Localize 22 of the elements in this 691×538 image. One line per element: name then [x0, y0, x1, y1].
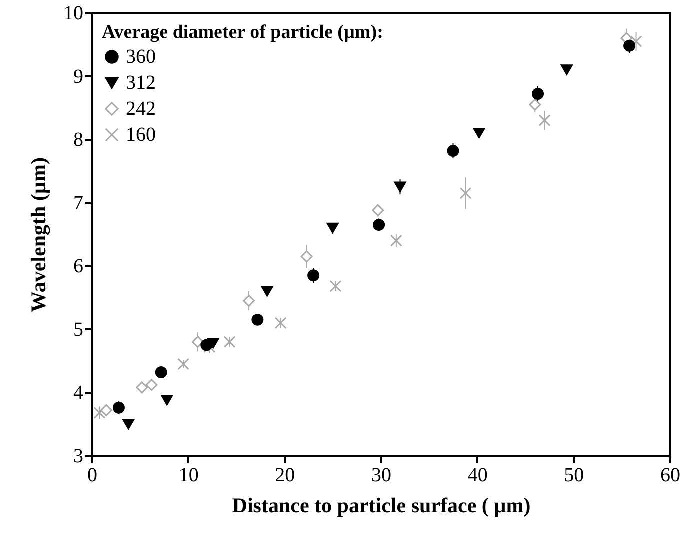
x-tick-label: 50 [564, 464, 584, 486]
y-tick-label: 8 [74, 129, 84, 152]
y-tick-label: 10 [64, 2, 84, 24]
y-tick-label: 6 [74, 256, 84, 278]
x-tick-label: 40 [468, 464, 488, 486]
y-tick-label: 9 [74, 66, 84, 88]
x-tick-label: 60 [660, 464, 680, 486]
y-tick-label: 3 [74, 446, 84, 468]
y-axis-title: Wavelength (µm) [26, 157, 50, 312]
x-tick-label: 20 [275, 464, 296, 486]
x-tick-label: 10 [178, 464, 199, 486]
y-tick-label: 7 [74, 192, 84, 214]
legend-title: Average diameter of particle (µm): [102, 22, 384, 43]
x-axis-title: Distance to particle surface ( µm) [232, 494, 531, 518]
y-tick-label: 5 [74, 318, 84, 341]
y-tick-label: 4 [74, 382, 84, 404]
legend-label: 160 [126, 124, 156, 146]
x-tick-label: 30 [372, 464, 392, 486]
legend-label: 312 [126, 72, 156, 94]
legend-label: 242 [126, 98, 156, 120]
x-tick-label: 0 [88, 464, 98, 486]
legend-label: 360 [126, 46, 156, 68]
